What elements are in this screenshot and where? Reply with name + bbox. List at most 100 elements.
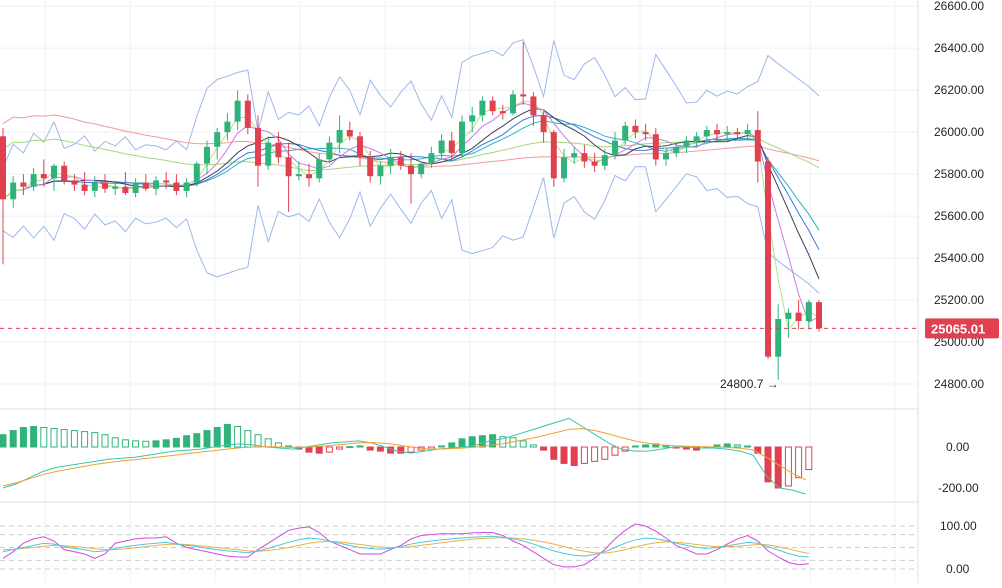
candle[interactable]: [785, 308, 792, 338]
candle[interactable]: [734, 127, 741, 139]
candle[interactable]: [499, 104, 506, 120]
candle[interactable]: [703, 125, 710, 143]
candle[interactable]: [438, 134, 445, 160]
candle[interactable]: [612, 132, 618, 160]
candle[interactable]: [244, 94, 251, 135]
candle[interactable]: [632, 119, 639, 139]
candle[interactable]: [40, 159, 47, 187]
candle[interactable]: [316, 153, 323, 183]
candle[interactable]: [489, 96, 496, 116]
candle[interactable]: [163, 172, 170, 189]
candle[interactable]: [581, 144, 588, 168]
candle[interactable]: [91, 176, 98, 198]
candle[interactable]: [51, 163, 57, 191]
candle[interactable]: [816, 300, 822, 332]
candle[interactable]: [132, 178, 139, 198]
candle[interactable]: [520, 41, 527, 105]
price-tick-label: 26200.00: [934, 83, 984, 97]
candle[interactable]: [530, 92, 537, 126]
candle[interactable]: [510, 90, 516, 116]
candle[interactable]: [397, 151, 404, 170]
candle[interactable]: [0, 127, 6, 265]
macd-bar: [346, 446, 354, 449]
candle[interactable]: [377, 161, 384, 185]
candle[interactable]: [20, 174, 27, 196]
candle[interactable]: [479, 96, 486, 122]
candle[interactable]: [561, 148, 567, 183]
candle[interactable]: [408, 153, 414, 204]
candle[interactable]: [142, 174, 149, 191]
candle-body: [295, 174, 302, 177]
candle[interactable]: [153, 176, 159, 196]
candle[interactable]: [357, 132, 363, 166]
candle[interactable]: [601, 148, 608, 170]
candle[interactable]: [469, 106, 476, 133]
candle[interactable]: [81, 172, 88, 196]
candle[interactable]: [418, 161, 425, 179]
candle[interactable]: [724, 125, 731, 141]
candle[interactable]: [795, 300, 802, 330]
candle[interactable]: [663, 148, 669, 166]
candle[interactable]: [112, 180, 119, 196]
candle[interactable]: [173, 174, 180, 196]
macd-tick-label: -200.00: [938, 481, 979, 495]
candle[interactable]: [683, 136, 690, 154]
candle[interactable]: [285, 142, 292, 212]
candle[interactable]: [275, 132, 282, 164]
candle[interactable]: [183, 178, 190, 198]
candle[interactable]: [387, 148, 394, 175]
candle[interactable]: [122, 172, 129, 196]
candle[interactable]: [193, 161, 200, 187]
candle[interactable]: [61, 161, 68, 185]
candle[interactable]: [367, 151, 374, 183]
candle-body: [255, 127, 261, 166]
candlesticks[interactable]: 24800.7 →: [0, 41, 918, 391]
candle[interactable]: [30, 167, 37, 191]
macd-bar: [540, 446, 548, 451]
candle[interactable]: [550, 130, 557, 187]
candle[interactable]: [346, 121, 353, 141]
candle[interactable]: [428, 146, 435, 168]
candle[interactable]: [224, 113, 231, 141]
candle[interactable]: [744, 123, 751, 141]
candle[interactable]: [642, 123, 649, 141]
candle[interactable]: [102, 174, 108, 194]
price-axis[interactable]: 26600.00 26400.00 26200.00 26000.00 25800.00…: [919, 0, 1002, 583]
current-price-badge[interactable]: [925, 318, 999, 339]
candle[interactable]: [448, 132, 455, 160]
candle[interactable]: [10, 176, 17, 208]
candle[interactable]: [336, 115, 343, 154]
candle[interactable]: [693, 132, 700, 147]
candle[interactable]: [571, 146, 578, 164]
candle[interactable]: [326, 136, 333, 164]
candle[interactable]: [265, 136, 272, 170]
candle[interactable]: [805, 300, 812, 330]
candle[interactable]: [765, 157, 771, 359]
candle[interactable]: [652, 127, 659, 166]
candle[interactable]: [295, 161, 302, 181]
candle-body: [459, 121, 465, 154]
candle[interactable]: [255, 115, 261, 187]
candle[interactable]: [306, 163, 312, 187]
candle[interactable]: [204, 140, 210, 175]
candle-body: [367, 157, 374, 177]
candle[interactable]: [71, 174, 78, 191]
candle-body: [683, 140, 690, 147]
candle[interactable]: [591, 153, 598, 173]
candle[interactable]: [622, 121, 629, 145]
candle[interactable]: [714, 123, 720, 141]
candle[interactable]: [673, 142, 680, 158]
macd-bar: [601, 446, 609, 460]
candle[interactable]: [459, 115, 465, 158]
candle[interactable]: [754, 111, 761, 183]
candle-body: [265, 142, 272, 166]
candle-body: [479, 100, 486, 116]
candle[interactable]: [214, 127, 221, 160]
candle[interactable]: [540, 111, 547, 143]
candle-body: [622, 125, 629, 141]
candle[interactable]: [234, 90, 241, 131]
candle[interactable]: [775, 304, 782, 380]
